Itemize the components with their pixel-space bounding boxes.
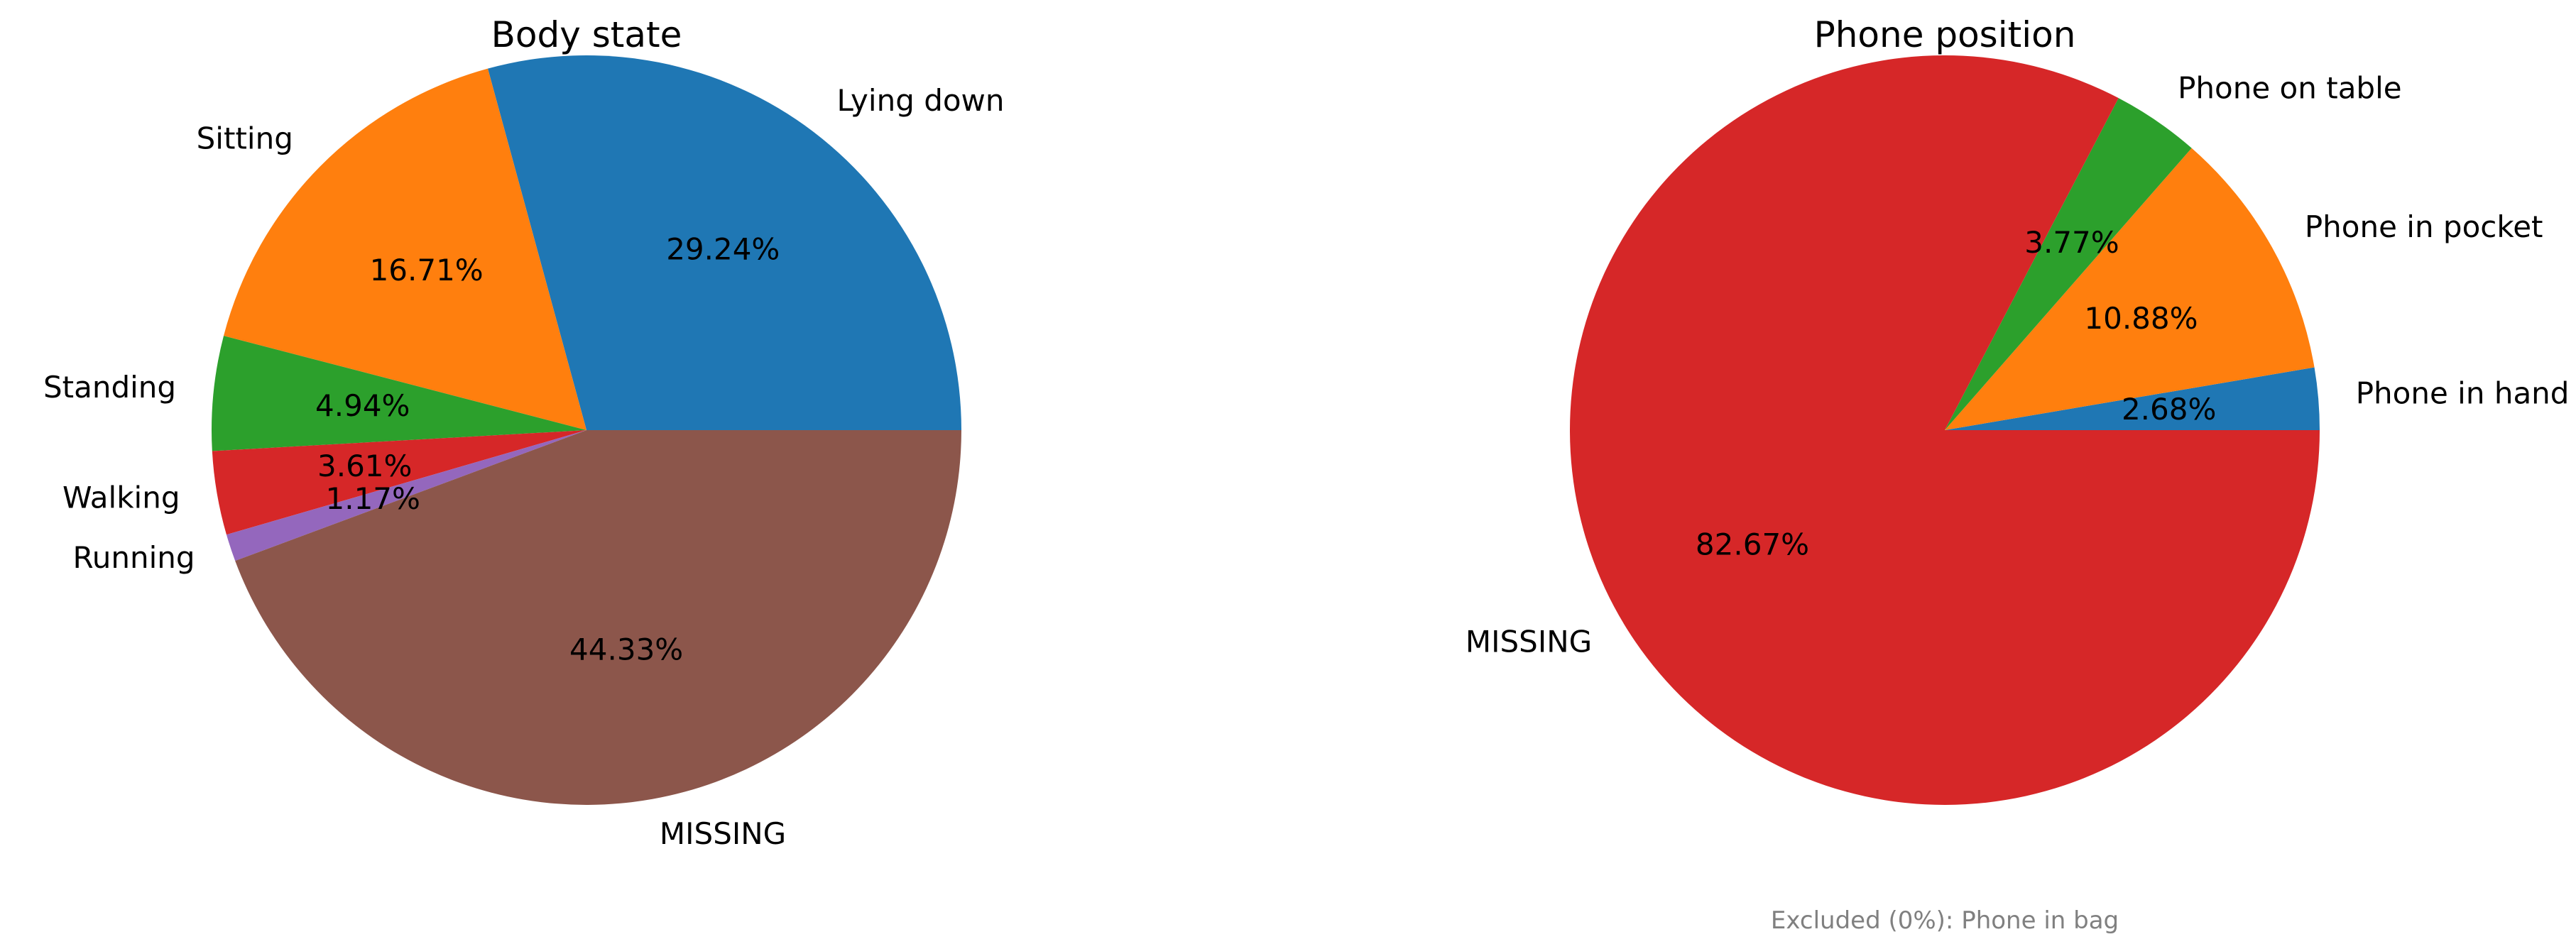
- chart-title: Phone position: [1814, 14, 2076, 55]
- slice-percent-label: 3.77%: [2024, 225, 2119, 260]
- slice-percent-label: 44.33%: [569, 632, 683, 667]
- slice-label: MISSING: [660, 816, 786, 851]
- pie-slice-running: [226, 430, 586, 561]
- slice-label: Walking: [62, 480, 180, 515]
- pie-slice-sitting: [224, 68, 586, 430]
- pie-slice-standing: [212, 336, 587, 451]
- slice-label: MISSING: [1466, 624, 1592, 659]
- slice-label: Running: [72, 540, 195, 575]
- pie-slice-missing: [235, 430, 961, 805]
- excluded-note: Excluded (0%): Phone in bag: [1771, 906, 2119, 935]
- slice-label: Sitting: [197, 121, 293, 155]
- pie-slice-phone-on-table: [1945, 98, 2192, 431]
- slice-label: Phone in hand: [2356, 376, 2570, 411]
- slice-percent-label: 2.68%: [2122, 392, 2216, 427]
- body-state-pie: Body state Lying down 29.24% Sitting 16.71%…: [43, 14, 1005, 851]
- pie-slice-phone-in-pocket: [1945, 148, 2315, 431]
- pie-slice-phone-in-hand: [1945, 367, 2320, 430]
- slice-percent-label: 16.71%: [370, 253, 484, 287]
- slice-percent-label: 3.61%: [317, 449, 412, 483]
- slice-percent-label: 82.67%: [1696, 527, 1809, 562]
- slice-percent-label: 1.17%: [326, 481, 420, 516]
- slice-label: Phone in pocket: [2305, 209, 2543, 244]
- slice-label: Lying down: [837, 83, 1005, 118]
- slice-label: Phone on table: [2178, 70, 2402, 105]
- chart-title: Body state: [491, 14, 682, 55]
- slice-label: Standing: [43, 370, 176, 405]
- slice-percent-label: 10.88%: [2084, 301, 2198, 336]
- phone-position-pie: Phone position Phone in hand 2.68% Phone i…: [1466, 14, 2570, 935]
- slice-percent-label: 4.94%: [315, 388, 410, 423]
- slice-percent-label: 29.24%: [666, 232, 780, 267]
- pie-slice-lying-down: [487, 55, 961, 430]
- pie-slice-walking: [212, 430, 587, 535]
- pie-slice-missing: [1570, 55, 2320, 805]
